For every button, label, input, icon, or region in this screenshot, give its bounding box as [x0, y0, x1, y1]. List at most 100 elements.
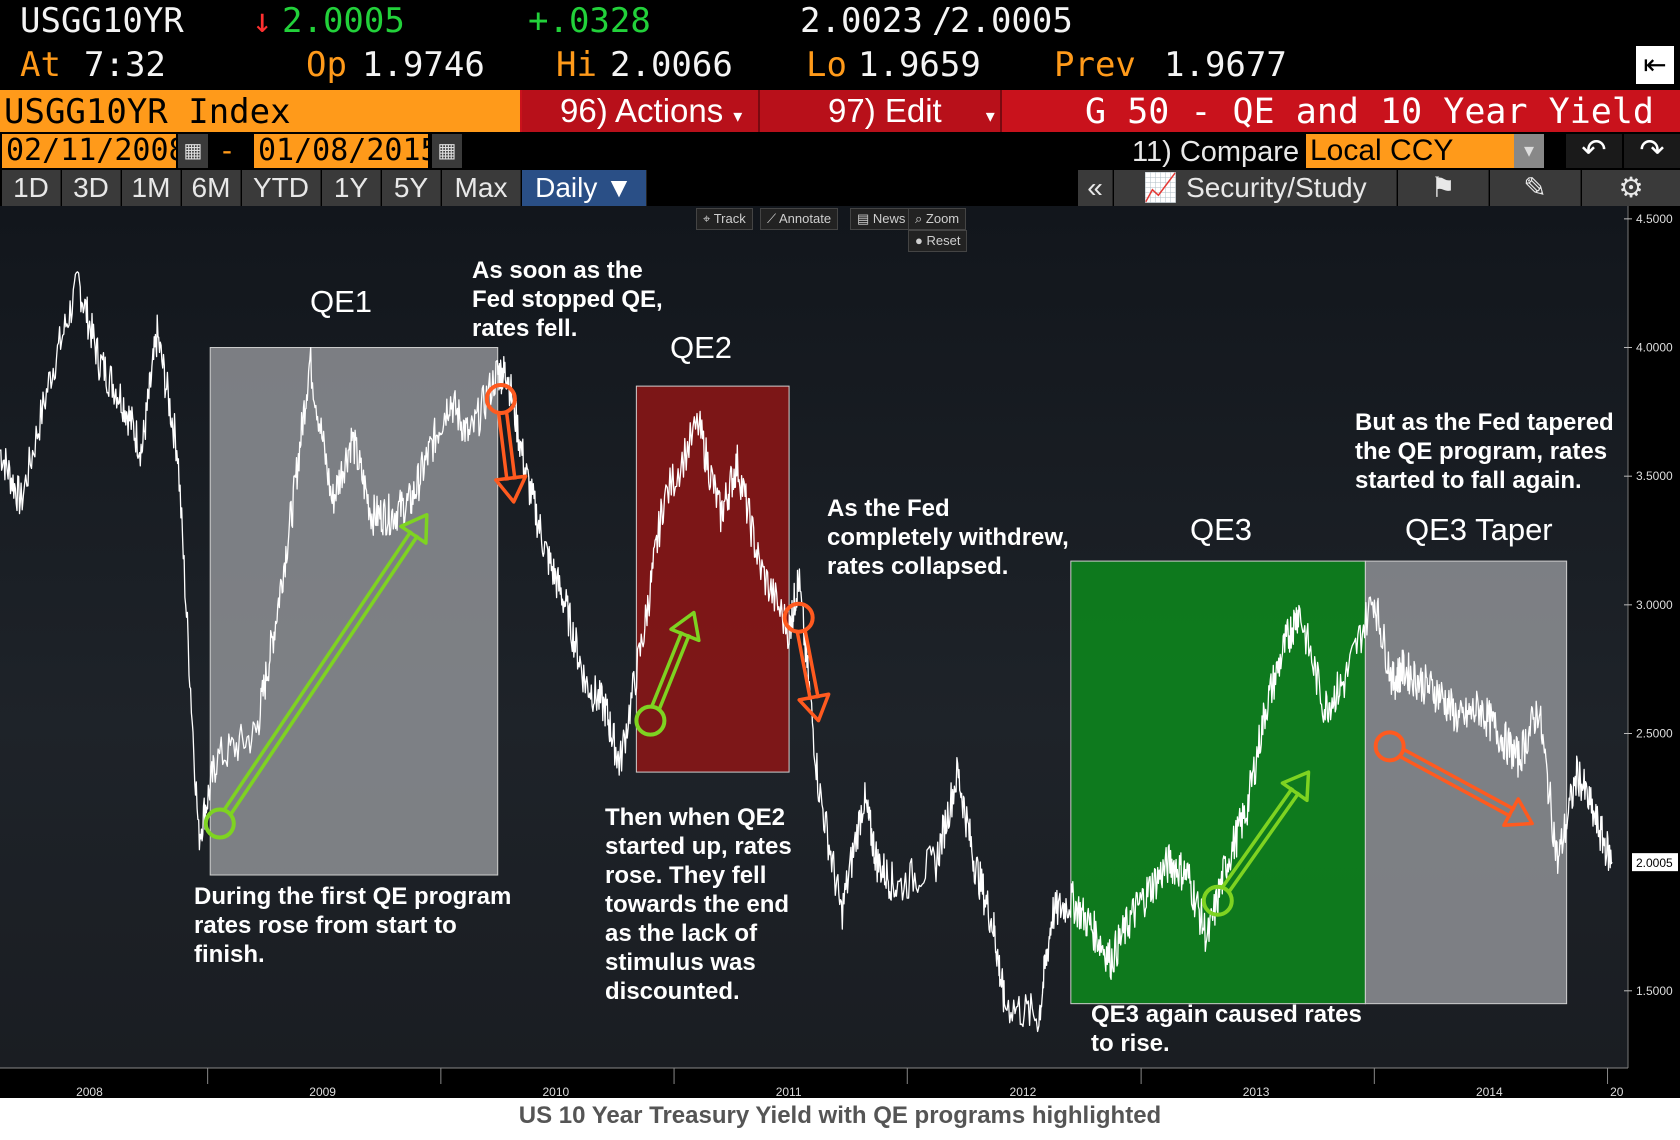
actions-menu[interactable]: 96) Actions ▾ — [522, 90, 760, 132]
ticker: USGG10YR — [20, 1, 184, 41]
compare-button[interactable]: 11) Compare — [1132, 136, 1300, 168]
x-tick-label: 20 — [1610, 1085, 1624, 1098]
period-3d[interactable]: 3D — [62, 170, 121, 206]
qe2-label: QE2 — [670, 330, 733, 365]
x-tick-label: 2012 — [1010, 1085, 1037, 1098]
chart-icon: 📈 — [1143, 172, 1179, 203]
chart-tool-track[interactable]: ⌖ Track — [696, 208, 753, 230]
yield-line — [0, 271, 1613, 1033]
security-bar — [0, 90, 520, 132]
arrow-down-start-3 — [782, 601, 815, 634]
y-tick-label: 4.5000 — [1636, 212, 1673, 226]
flag-icon[interactable]: ⚑ — [1398, 170, 1489, 206]
security-study-label: Security/Study — [1186, 172, 1367, 203]
last-price: 2.0005 — [282, 1, 405, 41]
export-icon[interactable]: ⇤ — [1636, 46, 1674, 84]
quote-time: 7:32 — [84, 45, 166, 85]
ask-price: 2.0005 — [950, 1, 1073, 41]
region-qe1 — [209, 347, 499, 876]
arrow-up-head-0 — [399, 513, 429, 545]
reset-icon: ● — [915, 233, 927, 248]
start-date-field[interactable]: 02/11/2008 — [2, 134, 187, 168]
chart-tool-label: Track — [713, 211, 746, 226]
arrow-down-start-1 — [484, 382, 517, 415]
region-qe2 — [635, 385, 790, 773]
annotation-qe1: During the first QE program rates rose f… — [194, 883, 512, 968]
arrow-down-head-5 — [1502, 797, 1534, 828]
security-name: USGG10YR Index — [4, 92, 291, 132]
security-study-button[interactable]: 📈 Security/Study — [1114, 170, 1397, 206]
annotation-taper: But as the Fed tapered the QE program, r… — [1355, 409, 1614, 494]
arrow-down-head-3 — [797, 692, 831, 723]
chart-tool-zoom[interactable]: ⌕ Zoom — [908, 208, 967, 230]
qe1-label: QE1 — [310, 284, 373, 319]
prev-label: Prev — [1054, 45, 1136, 85]
edit-menu[interactable]: 97) Edit ▾ — [760, 90, 1002, 132]
currency-select[interactable]: Local CCY — [1306, 134, 1520, 168]
bid-ask-separator: / — [932, 1, 953, 41]
period-1d[interactable]: 1D — [2, 170, 61, 206]
period-ytd[interactable]: YTD — [242, 170, 321, 206]
arrow-up-start-0 — [203, 807, 236, 840]
annotation-qe3: QE3 again caused rates to rise. — [1091, 1001, 1362, 1057]
arrow-up-head-2 — [669, 610, 701, 643]
collapse-button[interactable]: « — [1078, 170, 1113, 206]
arrow-down-head-1 — [494, 474, 528, 504]
gear-icon[interactable]: ⚙ — [1582, 170, 1680, 206]
actions-label: 96) Actions — [560, 92, 724, 129]
last-value-label: 2.0005 — [1636, 856, 1673, 870]
high-value: 2.0066 — [610, 45, 733, 85]
period-1m[interactable]: 1M — [122, 170, 181, 206]
chart-tool-label: Annotate — [779, 211, 832, 226]
low-value: 1.9659 — [858, 45, 981, 85]
edit-icon[interactable]: ✎ — [1490, 170, 1581, 206]
arrow-up-shaft-0 — [222, 529, 420, 816]
x-tick-label: 2014 — [1476, 1085, 1503, 1098]
annotation-stopped: As soon as the Fed stopped QE, rates fel… — [472, 257, 663, 342]
arrow-down-shaft-3 — [795, 630, 820, 701]
news-icon: ▤ — [857, 211, 873, 226]
down-arrow-icon: ↓ — [252, 1, 273, 41]
x-tick-label: 2011 — [776, 1085, 802, 1098]
range-dash: - — [222, 134, 232, 167]
annotation-withdrew: As the Fed completely withdrew, rates co… — [827, 495, 1069, 580]
bid-price: 2.0023 — [800, 1, 923, 41]
arrow-down-start-5 — [1373, 730, 1406, 763]
chart-tool-news[interactable]: ▤ News — [850, 208, 913, 230]
frequency-select[interactable]: Daily ▼ — [522, 170, 647, 206]
low-label: Lo — [806, 45, 847, 85]
period-max[interactable]: Max — [442, 170, 521, 206]
arrow-down-shaft-5 — [1399, 747, 1516, 819]
period-1y[interactable]: 1Y — [322, 170, 381, 206]
end-date-field[interactable]: 01/08/2015 — [254, 134, 439, 168]
at-label: At — [20, 45, 61, 85]
y-tick-label: 3.5000 — [1636, 469, 1673, 483]
chart-tool-label: Zoom — [925, 211, 960, 226]
prev-value: 1.9677 — [1164, 45, 1287, 85]
chart-title: G 50 - QE and 10 Year Yield — [1085, 92, 1654, 132]
y-tick-label: 3.0000 — [1636, 598, 1673, 612]
net-change: +.0328 — [528, 1, 651, 41]
calendar-icon[interactable]: ▦ — [432, 134, 462, 168]
track-icon: ⌖ — [703, 211, 714, 226]
annotate-icon: ⟋ — [767, 211, 779, 226]
arrow-down-shaft-1 — [496, 412, 517, 481]
zoom-icon: ⌕ — [915, 211, 926, 226]
chart-tool-label: Reset — [926, 233, 961, 248]
period-6m[interactable]: 6M — [182, 170, 241, 206]
chevron-down-icon[interactable]: ▾ — [1514, 134, 1544, 168]
qe3-label: QE3 — [1190, 512, 1253, 547]
calendar-icon[interactable]: ▦ — [178, 134, 208, 168]
chart-tool-reset[interactable]: ● Reset — [908, 230, 968, 252]
chart-tool-annotate[interactable]: ⟋ Annotate — [760, 208, 839, 230]
high-label: Hi — [556, 45, 597, 85]
redo-icon[interactable]: ↷ — [1624, 134, 1680, 168]
period-5y[interactable]: 5Y — [382, 170, 441, 206]
undo-icon[interactable]: ↶ — [1566, 134, 1622, 168]
edit-label: 97) Edit — [828, 92, 942, 129]
arrow-up-head-4 — [1280, 770, 1311, 803]
last-value-box — [1632, 853, 1678, 872]
y-tick-label: 1.5000 — [1636, 984, 1673, 998]
arrow-up-shaft-4 — [1221, 786, 1301, 893]
arrow-up-start-4 — [1201, 884, 1234, 917]
